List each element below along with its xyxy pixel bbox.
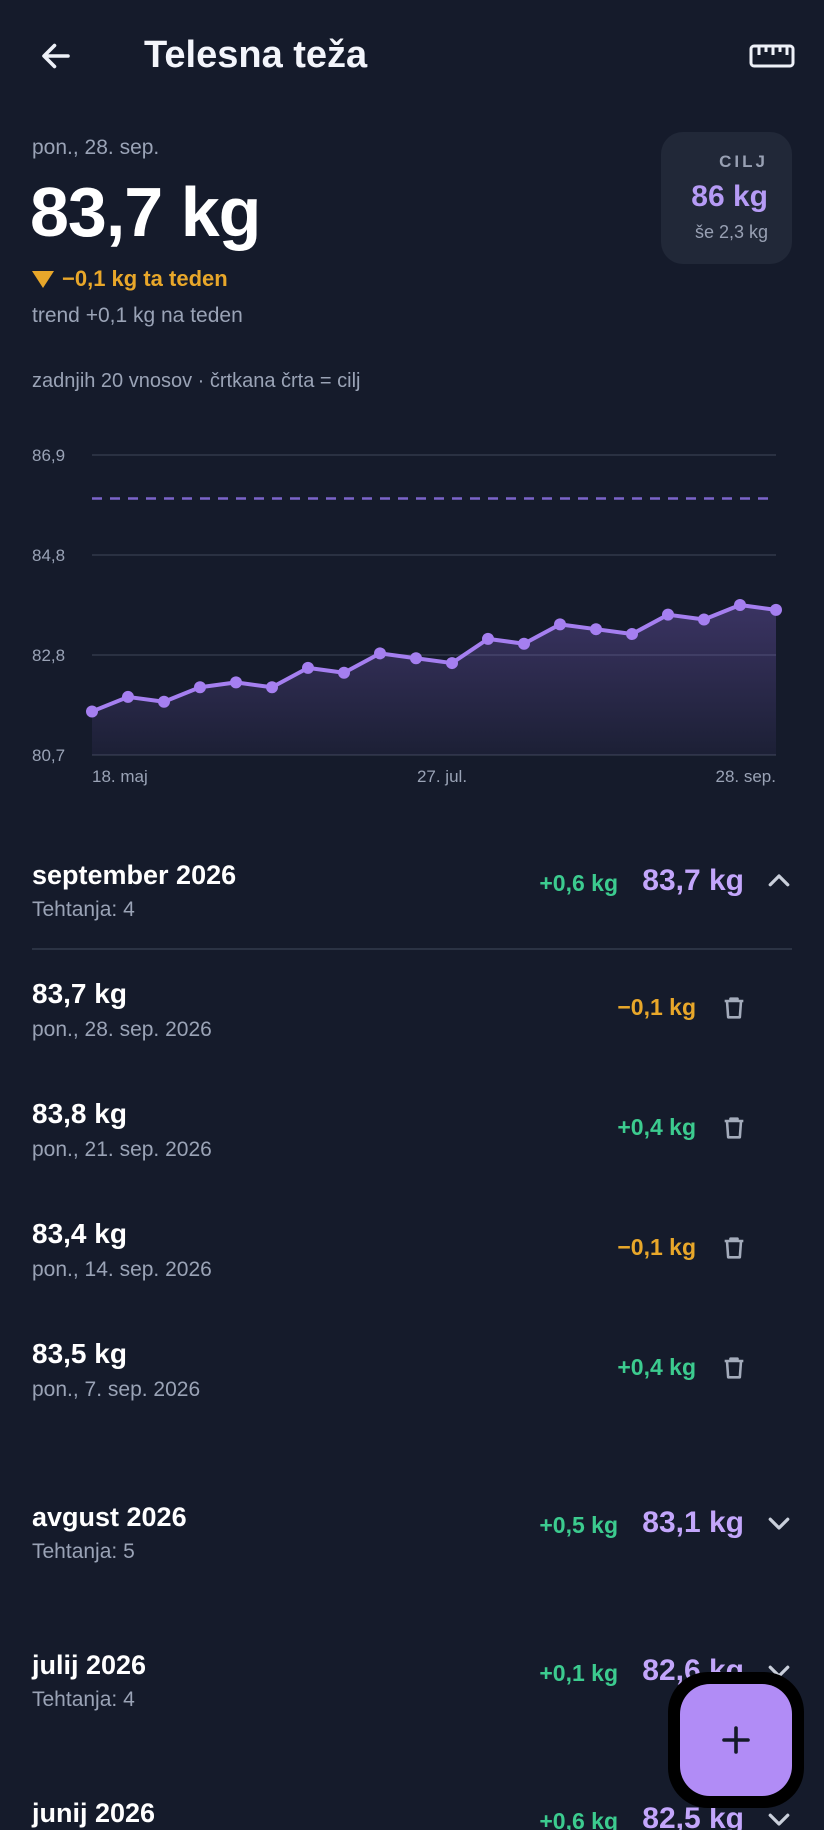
data-point[interactable] [374,647,386,660]
entry-delta: +0,4 kg [617,1354,696,1380]
data-point[interactable] [590,623,602,636]
data-point[interactable] [482,632,494,645]
month-delta: +0,1 kg [539,1660,618,1686]
month-header-august[interactable]: avgust 2026 Tehtanja: 5 +0,5 kg 83,1 kg [0,1502,824,1602]
data-point[interactable] [734,599,746,611]
month-average: 83,1 kg [642,1506,744,1539]
month-name: julij 2026 [32,1650,147,1680]
weight-chart: 86,9 84,8 82,8 80,7 18. maj 27. jul. 28. sep. [32,446,782,786]
trash-icon [724,1117,744,1139]
delete-entry-button[interactable] [712,986,756,1030]
delete-entry-button[interactable] [712,1346,756,1390]
entry-delta: −0,1 kg [617,994,696,1020]
entry-weight: 83,7 kg [32,978,127,1009]
month-count: Tehtanja: 5 [32,1540,135,1563]
trash-icon [724,997,744,1019]
x-tick-label: 18. maj [92,767,148,786]
data-point[interactable] [158,695,170,708]
goal-remaining: še 2,3 kg [694,222,768,242]
weekly-change: −0,1 kg ta teden [32,266,228,292]
chevron-down-icon [768,1813,790,1826]
arrow-left-icon [42,43,70,69]
y-tick-label: 86,9 [32,446,65,465]
month-delta: +0,5 kg [539,1512,618,1538]
data-point[interactable] [698,613,710,626]
trash-icon [724,1357,744,1379]
entry-weight: 83,4 kg [32,1218,127,1249]
page-title: Telesna teža [144,34,368,76]
chevron-up-icon [768,874,790,887]
goal-value: 86 kg [691,180,768,213]
entry-delta: +0,4 kg [617,1114,696,1140]
goal-card[interactable]: CILJ 86 kg še 2,3 kg [661,132,792,264]
month-header-june[interactable]: junij 2026 +0,6 kg 82,5 kg [0,1798,824,1830]
series-line [90,603,778,714]
ruler-icon [749,44,795,68]
data-point[interactable] [86,705,98,718]
app-bar: Telesna teža [0,0,824,112]
entry-row[interactable]: 83,4 kg pon., 14. sep. 2026 −0,1 kg [0,1218,824,1318]
month-delta: +0,6 kg [539,870,618,896]
x-tick-label: 28. sep. [716,767,777,786]
y-tick-label: 80,7 [32,746,65,765]
entry-row[interactable]: 83,8 kg pon., 21. sep. 2026 +0,4 kg [0,1098,824,1198]
trend-text: trend +0,1 kg na teden [32,304,243,327]
data-point[interactable] [266,681,278,694]
plus-icon [722,1726,750,1754]
chart-area-fill [92,605,776,755]
chart-caption: zadnjih 20 vnosov · črtkana črta = cilj [32,370,361,392]
entry-delta: −0,1 kg [617,1234,696,1260]
month-delta: +0,6 kg [539,1808,618,1830]
data-point[interactable] [626,628,638,641]
y-tick-label: 84,8 [32,546,65,565]
delete-entry-button[interactable] [712,1226,756,1270]
month-count: Tehtanja: 4 [32,898,135,921]
chevron-down-icon [768,1517,790,1530]
month-name: september 2026 [32,860,237,890]
triangle-down-icon [32,270,54,288]
weekly-change-text: −0,1 kg ta teden [62,266,228,291]
month-name: avgust 2026 [32,1502,187,1532]
entry-row[interactable]: 83,5 kg pon., 7. sep. 2026 +0,4 kg [0,1338,824,1438]
entry-date: pon., 14. sep. 2026 [32,1258,212,1281]
data-point[interactable] [446,657,458,670]
data-point[interactable] [302,661,314,674]
delete-entry-button[interactable] [712,1106,756,1150]
month-header-september[interactable]: september 2026 Tehtanja: 4 +0,6 kg 83,7 … [0,860,824,960]
entry-date: pon., 7. sep. 2026 [32,1378,201,1401]
entry-weight: 83,5 kg [32,1338,127,1369]
month-count: Tehtanja: 4 [32,1688,135,1711]
month-name: junij 2026 [32,1798,156,1828]
data-point[interactable] [554,618,566,631]
data-point[interactable] [770,603,782,616]
measurements-button[interactable] [746,34,798,78]
goal-label: CILJ [719,152,768,171]
entry-row[interactable]: 83,7 kg pon., 28. sep. 2026 −0,1 kg [0,978,824,1078]
data-point[interactable] [194,681,206,694]
divider [32,948,792,950]
back-button[interactable] [30,30,82,82]
data-point[interactable] [410,652,422,665]
x-tick-label: 27. jul. [417,767,467,786]
entry-date: pon., 28. sep. 2026 [32,1018,212,1041]
entry-weight: 83,8 kg [32,1098,127,1129]
data-point[interactable] [230,676,242,689]
entry-date: pon., 21. sep. 2026 [32,1138,212,1161]
current-weight: 83,7 kg [30,173,261,251]
data-point[interactable] [662,608,674,621]
y-tick-label: 82,8 [32,646,65,665]
trash-icon [724,1237,744,1259]
month-average: 83,7 kg [642,864,744,897]
data-point[interactable] [518,637,530,650]
add-weight-button[interactable] [680,1684,792,1796]
data-point[interactable] [338,666,350,679]
latest-date: pon., 28. sep. [32,136,160,159]
data-point[interactable] [122,690,134,703]
